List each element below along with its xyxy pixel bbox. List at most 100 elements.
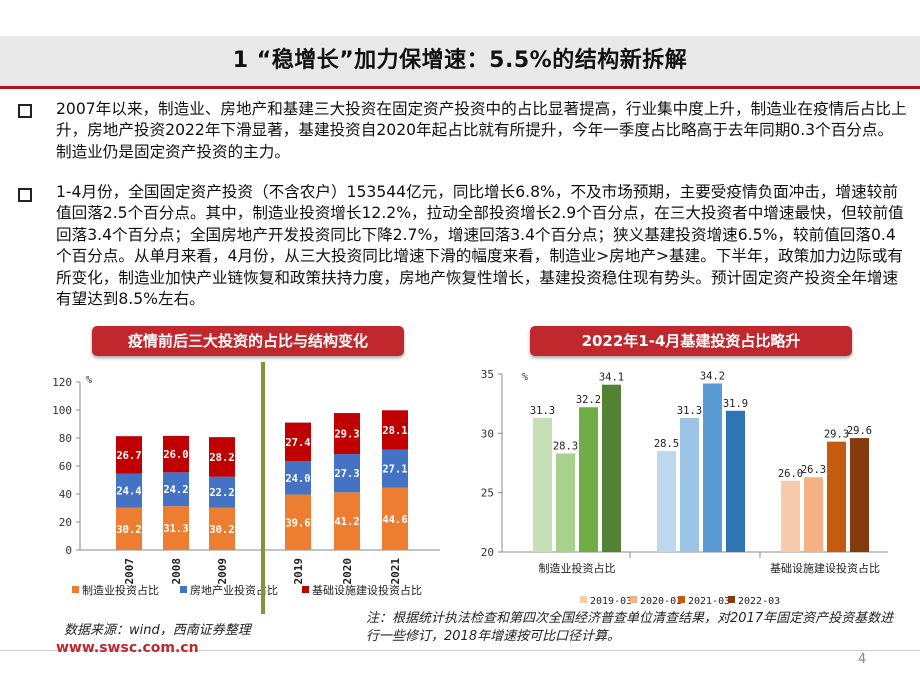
bar <box>579 407 598 552</box>
legend-label: 2022-03 <box>738 596 780 607</box>
data-label: 31.3 <box>530 405 555 417</box>
data-label: 28.5 <box>654 438 679 450</box>
stacked-bar-chart: 0 20 40 60 80 100 120 % 30.2 24.4 26.7 2007 31.3 24.2… <box>52 375 440 597</box>
bar-segment <box>382 449 408 488</box>
data-source: 数据来源：wind，西南证券整理 <box>64 623 251 638</box>
x-tick-label: 2007 <box>123 558 136 585</box>
page-number: 4 <box>858 652 867 667</box>
unit-label: % <box>522 372 528 383</box>
bar-segment <box>209 476 235 508</box>
data-label: 26.7 <box>116 450 141 462</box>
legend-label: 房地产业投资占比 <box>190 583 278 597</box>
bar <box>533 417 552 552</box>
data-label: 29.3 <box>824 429 849 441</box>
bar <box>657 451 676 552</box>
legend-label: 基础设施建设投资占比 <box>312 583 422 597</box>
legend-swatch <box>728 596 735 603</box>
data-label: 27.4 <box>285 437 310 449</box>
data-label: 29.6 <box>847 425 872 437</box>
y-tick-label: 120 <box>52 376 72 389</box>
bar-segment <box>334 454 360 493</box>
paragraph-2: 1-4月份，全国固定资产投资（不含农户）153544亿元，同比增长6.8%，不及… <box>56 183 904 309</box>
data-label: 27.1 <box>382 464 407 476</box>
legend-swatch <box>72 586 79 593</box>
chart2-title: 2022年1-4月基建投资占比略升 <box>530 326 852 356</box>
data-label: 28.2 <box>209 452 234 464</box>
unit-label: % <box>86 375 92 386</box>
legend-swatch <box>580 596 587 603</box>
bar-segment <box>163 506 189 550</box>
data-label: 44.6 <box>382 514 407 526</box>
bar-segment <box>285 494 311 550</box>
data-label: 27.3 <box>334 468 359 480</box>
legend-swatch <box>302 586 309 593</box>
data-label: 26.3 <box>801 464 826 476</box>
data-label: 31.3 <box>677 405 702 417</box>
title-underline <box>0 86 920 89</box>
data-label: 31.3 <box>163 523 188 535</box>
bar-segment <box>209 437 235 477</box>
bar <box>602 384 621 552</box>
bar-segment <box>116 507 142 550</box>
grouped-bar-chart: 20 25 30 35 % 31.3 28.3 32.2 34.1 制造业投资占比 28.5 31.3… <box>481 368 888 607</box>
y-tick-label: 80 <box>59 432 72 445</box>
bar <box>804 477 823 552</box>
data-label: 22.2 <box>209 487 234 499</box>
bar-segment <box>382 487 408 550</box>
bullet-square-icon <box>18 104 32 118</box>
chart-note: 注：根据统计执法检查和第四次全国经济普查单位清查结果，对2017年固定资产投资基… <box>366 611 894 644</box>
x-tick-label: 2009 <box>216 558 229 585</box>
legend-label: 2019-03 <box>590 596 632 607</box>
bar-segment <box>209 507 235 550</box>
bar <box>680 417 699 552</box>
x-tick-label: 2019 <box>292 558 305 585</box>
y-tick-label: 100 <box>52 404 72 417</box>
y-tick-label: 20 <box>59 516 72 529</box>
data-label: 32.2 <box>576 394 601 406</box>
legend-swatch <box>180 586 187 593</box>
y-tick-label: 35 <box>481 368 494 381</box>
title-bar <box>0 36 920 86</box>
bar-segment <box>116 473 142 508</box>
bar-segment <box>382 410 408 450</box>
chart1-title: 疫情前后三大投资的占比与结构变化 <box>92 326 404 356</box>
y-tick-label: 60 <box>59 460 72 473</box>
y-tick-label: 40 <box>59 488 72 501</box>
x-category-label: 制造业投资占比 <box>539 561 616 575</box>
y-tick-label: 30 <box>481 427 494 440</box>
bar-segment <box>285 422 311 461</box>
bar <box>850 438 869 552</box>
bar-segment <box>334 492 360 550</box>
bar <box>703 383 722 552</box>
x-category-label: 基础设施建设投资占比 <box>770 561 880 575</box>
paragraph-1: 2007年以来，制造业、房地产和基建三大投资在固定资产投资中的占比显著提高，行业… <box>56 100 907 161</box>
legend-swatch <box>678 596 685 603</box>
data-label: 34.1 <box>599 372 624 384</box>
bar-segment <box>285 460 311 495</box>
bar-segment <box>334 413 360 455</box>
footer-divider <box>0 650 920 651</box>
data-label: 39.6 <box>285 517 310 529</box>
data-label: 28.1 <box>382 425 407 437</box>
data-label: 34.2 <box>700 370 725 382</box>
bullet-square-icon <box>18 188 32 202</box>
data-label: 41.2 <box>334 516 359 528</box>
data-label: 29.3 <box>334 429 359 441</box>
y-tick-label: 25 <box>481 487 494 500</box>
bar <box>827 441 846 552</box>
x-tick-label: 2021 <box>389 558 402 585</box>
legend-label: 制造业投资占比 <box>82 583 159 597</box>
data-label: 31.9 <box>723 398 748 410</box>
data-label: 30.2 <box>209 524 234 536</box>
legend-swatch <box>630 596 637 603</box>
x-tick-label: 2008 <box>170 558 183 585</box>
chart-divider <box>261 362 265 614</box>
bar-segment <box>163 435 189 473</box>
legend-label: 2020-03 <box>640 596 682 607</box>
legend-label: 2021-03 <box>688 596 730 607</box>
website-link[interactable]: www.swsc.com.cn <box>56 640 199 656</box>
x-tick-label: 2020 <box>341 558 354 585</box>
data-label: 28.3 <box>553 441 578 453</box>
y-tick-label: 0 <box>65 544 72 557</box>
bar <box>726 410 745 552</box>
